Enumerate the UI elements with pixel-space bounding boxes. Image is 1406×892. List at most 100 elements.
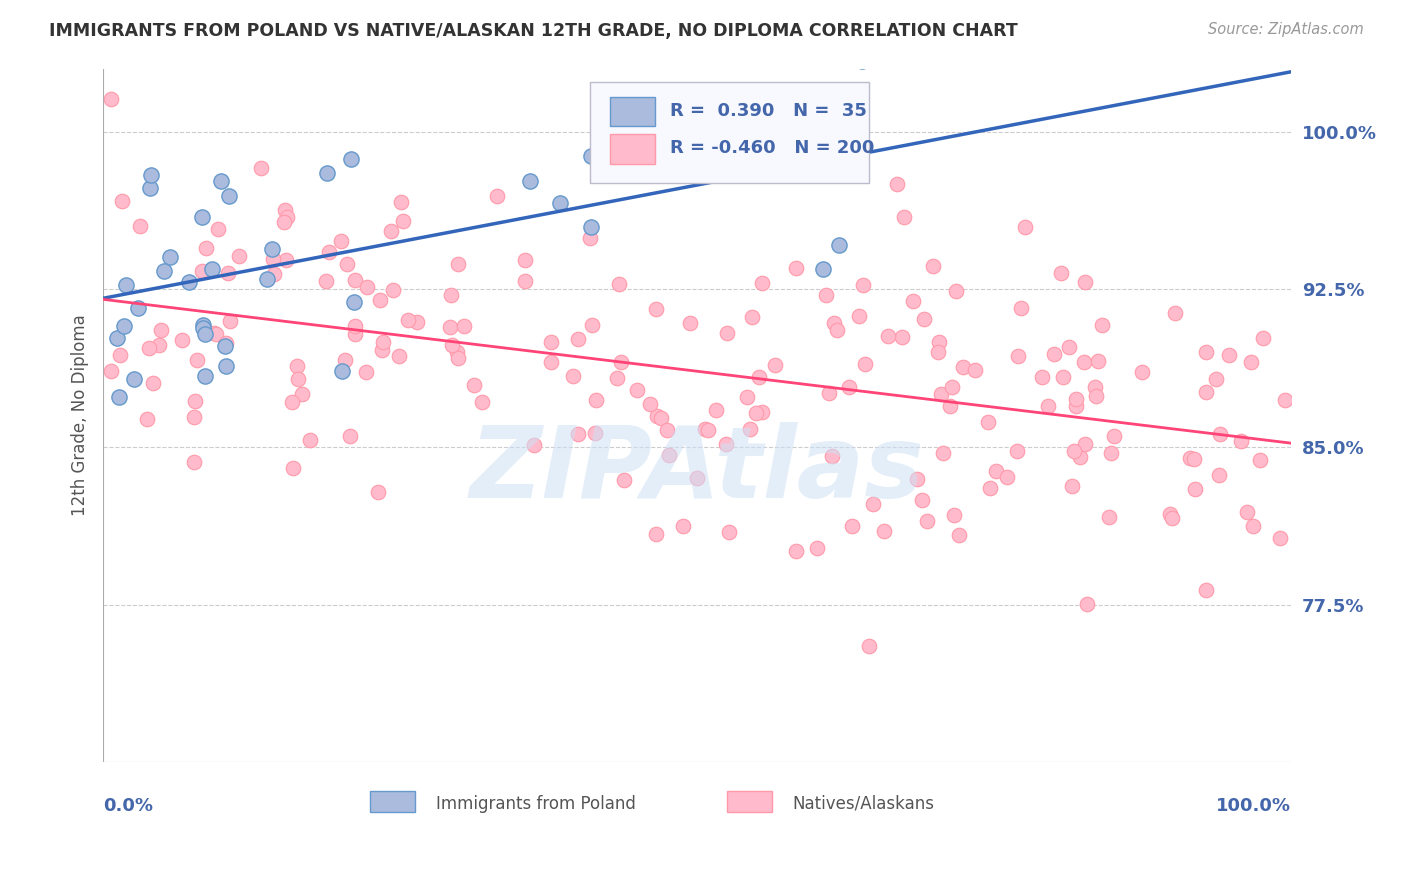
Point (115, 277, 138, 292)
Point (1031, 370, 1053, 384)
Point (579, 231, 602, 245)
Point (1076, 597, 1098, 611)
Point (1038, 399, 1060, 413)
Point (785, 260, 807, 275)
Text: Source: ZipAtlas.com: Source: ZipAtlas.com (1208, 22, 1364, 37)
Point (153, 264, 176, 278)
Point (276, 211, 298, 225)
Point (1239, 355, 1261, 369)
Point (1194, 384, 1216, 399)
Point (581, 318, 603, 332)
Point (1007, 349, 1029, 363)
Point (697, 424, 720, 438)
Point (606, 371, 628, 385)
Point (139, 169, 162, 183)
Point (976, 415, 998, 429)
Point (1104, 429, 1126, 443)
Point (741, 310, 763, 324)
Point (583, 425, 606, 440)
Point (388, 349, 411, 363)
Point (1163, 306, 1185, 320)
Point (139, 181, 162, 195)
Point (172, 333, 194, 347)
Point (256, 272, 278, 286)
Point (540, 355, 562, 369)
Point (138, 341, 160, 355)
Point (214, 339, 236, 353)
Point (285, 359, 308, 373)
Point (1074, 437, 1097, 451)
Point (679, 317, 702, 331)
Point (706, 147, 728, 161)
Point (298, 433, 321, 447)
Point (389, 195, 412, 210)
Bar (610, 135, 655, 163)
Point (1236, 506, 1258, 520)
Point (148, 338, 170, 352)
Point (440, 337, 463, 351)
Point (440, 287, 463, 301)
Point (343, 273, 366, 287)
Bar (727, 791, 772, 812)
Point (714, 436, 737, 450)
Point (744, 407, 766, 421)
Text: R =  0.390   N =  35: R = 0.390 N = 35 (669, 102, 866, 120)
Point (368, 293, 391, 308)
Point (905, 472, 928, 486)
Point (100, 92, 122, 106)
Point (877, 329, 900, 343)
Point (1014, 219, 1036, 234)
Point (1218, 348, 1240, 362)
Point (841, 519, 863, 533)
Point (396, 313, 419, 327)
Point (806, 541, 828, 555)
Point (965, 363, 987, 377)
Point (218, 266, 240, 280)
Point (263, 268, 285, 282)
Point (1057, 340, 1080, 354)
Text: 100.0%: 100.0% (1216, 797, 1291, 815)
Point (945, 285, 967, 299)
Point (638, 397, 661, 411)
Point (751, 276, 773, 290)
Point (273, 215, 295, 229)
Point (613, 473, 636, 487)
Point (1063, 444, 1085, 458)
Point (828, 238, 851, 252)
Point (716, 326, 738, 340)
Point (817, 386, 839, 401)
Point (893, 210, 915, 224)
Point (862, 497, 884, 511)
Y-axis label: 12th Grade, No Diploma: 12th Grade, No Diploma (72, 315, 89, 516)
Point (825, 323, 848, 337)
Point (519, 173, 541, 187)
Point (1091, 318, 1114, 332)
Point (191, 211, 214, 225)
Point (645, 526, 668, 541)
Point (250, 161, 273, 176)
Point (1064, 399, 1087, 413)
Point (1195, 583, 1218, 598)
Point (112, 319, 135, 334)
Text: IMMIGRANTS FROM POLAND VS NATIVE/ALASKAN 12TH GRADE, NO DIPLOMA CORRELATION CHAR: IMMIGRANTS FROM POLAND VS NATIVE/ALASKAN… (49, 22, 1018, 40)
Point (486, 188, 509, 202)
Point (1050, 266, 1073, 280)
Point (1130, 365, 1153, 379)
Point (463, 377, 485, 392)
Text: Immigrants from Poland: Immigrants from Poland (436, 795, 636, 813)
Point (447, 351, 470, 365)
Point (1241, 519, 1264, 533)
Point (513, 253, 536, 268)
Point (1208, 426, 1230, 441)
Point (1073, 355, 1095, 369)
Point (194, 368, 217, 383)
Point (738, 422, 761, 436)
Point (901, 293, 924, 308)
Point (316, 166, 339, 180)
Point (658, 449, 681, 463)
Point (852, 278, 875, 293)
Point (108, 348, 131, 362)
Point (561, 369, 583, 384)
Point (858, 639, 880, 653)
Point (915, 514, 938, 528)
